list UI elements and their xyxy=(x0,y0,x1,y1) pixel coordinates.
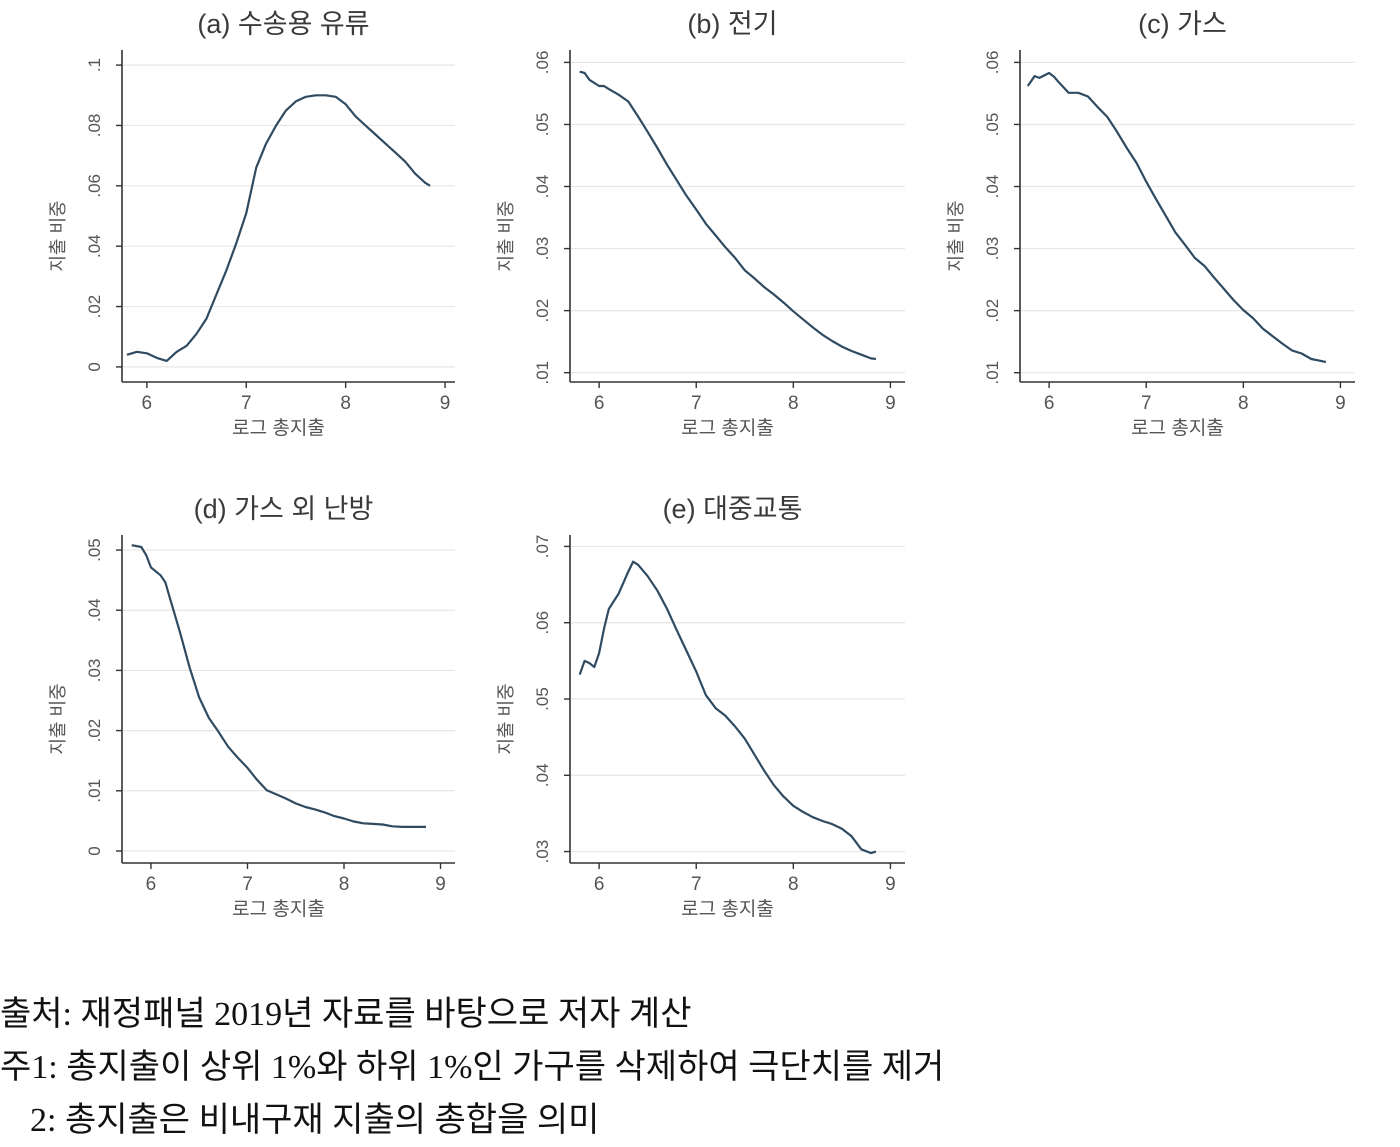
x-tick-label: 6 xyxy=(594,393,605,414)
y-tick-label: 0 xyxy=(85,846,104,855)
note-1: 주1: 총지출이 상위 1%와 하위 1%인 가구를 삭제하여 극단치를 제거 xyxy=(0,1049,945,1086)
x-tick-label: 9 xyxy=(885,874,896,895)
x-tick-label: 9 xyxy=(440,393,451,414)
x-tick-label: 8 xyxy=(1238,393,1249,414)
chart-title: (e) 대중교통 xyxy=(663,494,803,524)
x-axis-label: 로그 총지출 xyxy=(232,898,325,920)
x-tick-label: 8 xyxy=(788,393,799,414)
x-tick-label: 8 xyxy=(788,874,799,895)
chart-title: (b) 전기 xyxy=(687,9,777,39)
y-tick-label: .06 xyxy=(533,611,552,635)
y-tick-label: .05 xyxy=(533,687,552,711)
x-tick-label: 9 xyxy=(1335,393,1346,414)
chart-title: (d) 가스 외 난방 xyxy=(194,494,374,524)
note-2: 2: 총지출은 비내구재 지출의 총합을 의미 xyxy=(30,1102,600,1139)
series-line-0 xyxy=(126,94,431,362)
y-axis-label: 지출 비중 xyxy=(496,200,516,271)
series-line-0 xyxy=(579,70,877,361)
y-tick-label: .02 xyxy=(983,299,1002,323)
x-tick-label: 9 xyxy=(435,874,446,895)
y-tick-label: .07 xyxy=(533,535,552,559)
x-tick-label: 7 xyxy=(241,393,252,414)
y-tick-label: .01 xyxy=(983,361,1002,385)
x-tick-label: 7 xyxy=(691,874,702,895)
y-tick-label: .1 xyxy=(85,58,104,72)
y-tick-label: .04 xyxy=(85,598,104,622)
y-tick-label: .06 xyxy=(85,174,104,198)
chart-title: (c) 가스 xyxy=(1138,9,1227,39)
x-tick-label: 9 xyxy=(885,393,896,414)
y-axis-label: 지출 비중 xyxy=(48,683,68,754)
figure-notes: 출처: 재정패널 2019년 자료를 바탕으로 저자 계산 주1: 총지출이 상… xyxy=(0,988,1400,1147)
y-tick-label: .01 xyxy=(85,779,104,803)
y-axis-label: 지출 비중 xyxy=(48,200,68,271)
series-line-0 xyxy=(578,560,877,855)
y-tick-label: .03 xyxy=(983,237,1002,261)
y-axis-label: 지출 비중 xyxy=(496,683,516,754)
chart-panel-1: .01 .02 .03 .04 .05 .06 6 7 8 9 로그 총지출 지출 비중 (b) 전기 xyxy=(496,9,905,439)
y-tick-label: .06 xyxy=(983,51,1002,75)
source-note: 출처: 재정패널 2019년 자료를 바탕으로 저자 계산 xyxy=(0,996,692,1033)
x-tick-label: 6 xyxy=(142,393,153,414)
x-axis-label: 로그 총지출 xyxy=(232,417,325,439)
x-axis-label: 로그 총지출 xyxy=(681,417,774,439)
x-tick-label: 6 xyxy=(146,874,157,895)
x-tick-label: 7 xyxy=(691,393,702,414)
y-tick-label: .05 xyxy=(983,113,1002,137)
x-axis-label: 로그 총지출 xyxy=(681,898,774,920)
x-tick-label: 7 xyxy=(242,874,253,895)
chart-panel-3: 0 .01 .02 .03 .04 .05 6 7 8 9 로그 총지출 지출 비중 (d) 가스 외 … xyxy=(48,494,455,920)
y-tick-label: .05 xyxy=(533,113,552,137)
y-tick-label: .06 xyxy=(533,51,552,75)
x-tick-label: 7 xyxy=(1141,393,1152,414)
x-tick-label: 8 xyxy=(340,393,351,414)
y-tick-label: .02 xyxy=(85,295,104,319)
y-tick-label: .04 xyxy=(533,763,552,787)
y-tick-label: .03 xyxy=(533,237,552,261)
series-line-0 xyxy=(131,544,426,828)
chart-title: (a) 수송용 유류 xyxy=(197,9,369,39)
chart-panel-2: .01 .02 .03 .04 .05 .06 6 7 8 9 로그 총지출 지출 비중 (c) 가스 xyxy=(946,9,1355,439)
series-line-0 xyxy=(1026,71,1327,364)
y-tick-label: .04 xyxy=(533,175,552,199)
chart-panel-0: 0 .02 .04 .06 .08 .1 6 7 8 9 로그 총지출 지출 비중 (a) 수송용 유류 xyxy=(48,9,455,439)
y-tick-label: .03 xyxy=(533,840,552,864)
x-tick-label: 6 xyxy=(594,874,605,895)
x-axis-label: 로그 총지출 xyxy=(1131,417,1224,439)
y-tick-label: .05 xyxy=(85,538,104,562)
x-tick-label: 6 xyxy=(1044,393,1055,414)
y-tick-label: .02 xyxy=(533,299,552,323)
y-tick-label: .04 xyxy=(85,234,104,258)
y-tick-label: .02 xyxy=(85,719,104,743)
y-tick-label: .08 xyxy=(85,114,104,138)
chart-panel-4: .03 .04 .05 .06 .07 6 7 8 9 로그 총지출 지출 비중 (e) 대중교통 xyxy=(496,494,905,920)
y-tick-label: .04 xyxy=(983,175,1002,199)
y-axis-label: 지출 비중 xyxy=(946,200,966,271)
y-tick-label: .01 xyxy=(533,361,552,385)
x-tick-label: 8 xyxy=(339,874,350,895)
y-tick-label: 0 xyxy=(85,362,104,371)
y-tick-label: .03 xyxy=(85,659,104,683)
